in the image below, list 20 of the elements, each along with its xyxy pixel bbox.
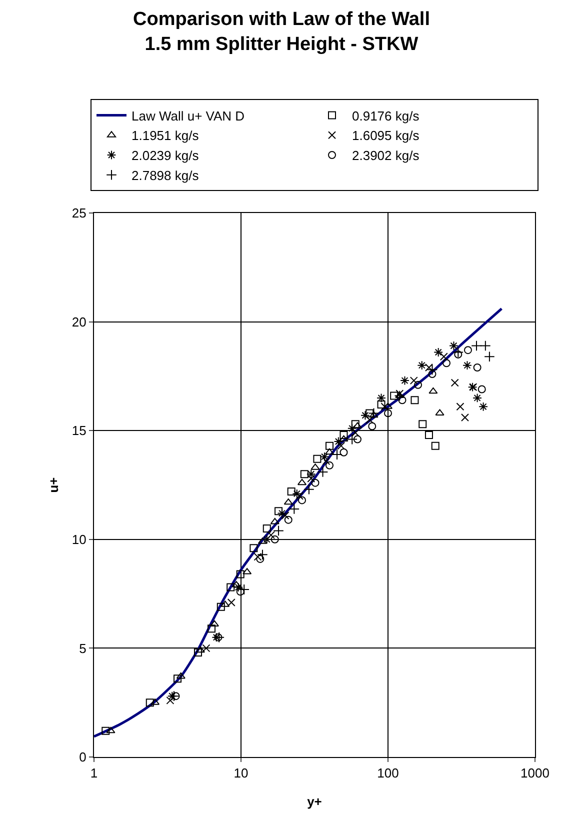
y-tick-label: 10 bbox=[72, 532, 86, 547]
legend-label: 1.6095 kg/s bbox=[352, 128, 420, 144]
legend-label: 2.3902 kg/s bbox=[352, 148, 420, 164]
y-tick-label: 0 bbox=[79, 750, 86, 765]
y-tick-label: 15 bbox=[72, 423, 86, 438]
legend-label: Law Wall u+ VAN D bbox=[132, 108, 245, 124]
x-tick-label: 1000 bbox=[520, 766, 550, 781]
x-tick-label: 1 bbox=[90, 766, 98, 781]
x-tick-label: 10 bbox=[234, 766, 248, 781]
chart-title: Comparison with Law of the Wall 1.5 mm Splitter Height - STKW bbox=[133, 9, 430, 55]
y-tick-label: 20 bbox=[72, 314, 86, 330]
x-tick-label: 100 bbox=[377, 766, 399, 781]
legend-label: 2.0239 kg/s bbox=[132, 148, 200, 164]
y-tick-label: 25 bbox=[72, 206, 86, 221]
y-tick-label: 5 bbox=[79, 640, 86, 656]
y-axis-title: u+ bbox=[46, 476, 61, 493]
legend-label: 1.1951 kg/s bbox=[132, 128, 200, 144]
x-axis-title: y+ bbox=[307, 794, 322, 809]
legend-label: 0.9176 kg/s bbox=[352, 108, 420, 124]
legend-label: 2.7898 kg/s bbox=[132, 168, 200, 183]
